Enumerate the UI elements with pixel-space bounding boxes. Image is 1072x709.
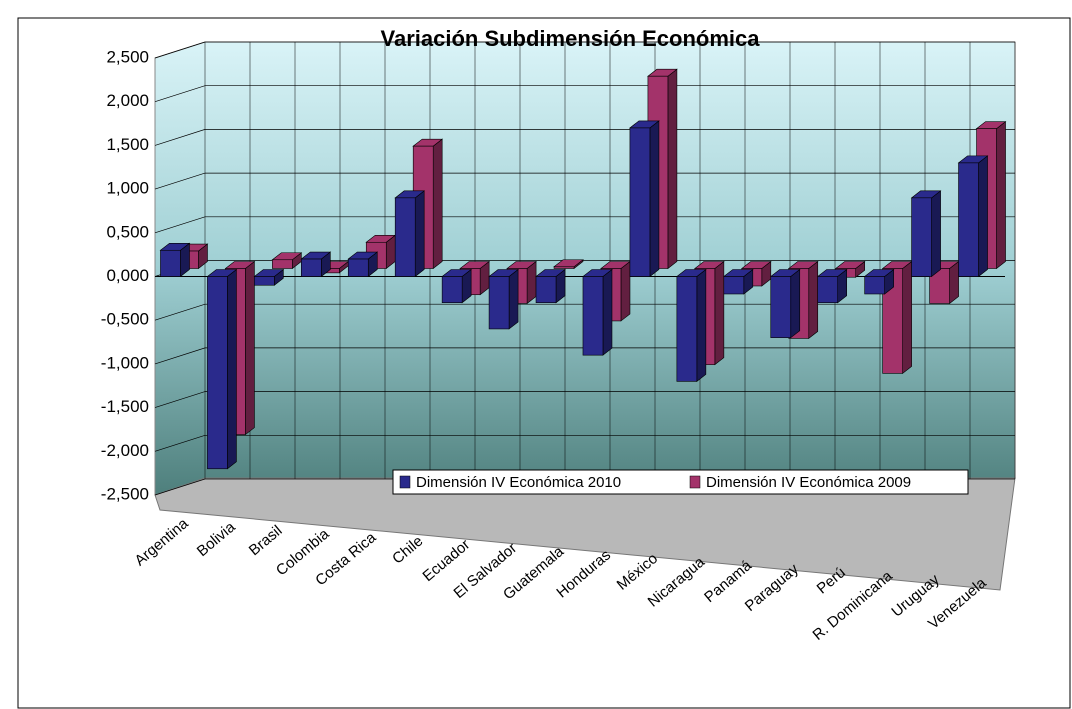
bar bbox=[488, 276, 510, 330]
y-tick-label: 0,000 bbox=[106, 266, 149, 285]
bar-side bbox=[714, 260, 725, 366]
bar bbox=[347, 258, 369, 277]
frame bbox=[17, 17, 1071, 709]
bar-side bbox=[978, 155, 988, 278]
bar-side bbox=[649, 120, 660, 278]
legend-box bbox=[392, 469, 969, 495]
bar bbox=[911, 197, 932, 277]
legend-label: Dimensión IV Económica 2010 bbox=[416, 474, 621, 491]
bar bbox=[676, 276, 698, 382]
bar-side bbox=[996, 121, 1006, 270]
y-tick-label: -2,000 bbox=[101, 441, 149, 460]
chart-title: Variación Subdimensión Económica bbox=[381, 26, 761, 51]
bar bbox=[394, 197, 416, 277]
bar bbox=[958, 162, 979, 277]
y-tick-label: -2,500 bbox=[101, 484, 149, 503]
bar-side bbox=[696, 268, 707, 382]
bar-side bbox=[902, 260, 912, 374]
bar-side bbox=[808, 260, 819, 340]
y-tick-label: -0,500 bbox=[101, 310, 149, 329]
y-tick-label: -1,500 bbox=[101, 397, 149, 416]
y-tick-label: 1,500 bbox=[106, 135, 149, 154]
bar-side bbox=[245, 260, 255, 436]
bar bbox=[535, 276, 557, 304]
y-tick-label: 1,000 bbox=[106, 179, 149, 198]
bar bbox=[207, 276, 228, 470]
bar bbox=[629, 127, 651, 277]
x-tick-label: Brasil bbox=[246, 522, 286, 559]
bar bbox=[441, 276, 463, 304]
bar bbox=[553, 266, 575, 269]
x-tick-label: Chile bbox=[389, 533, 426, 568]
bar bbox=[723, 276, 745, 295]
legend-swatch bbox=[689, 475, 701, 489]
bar bbox=[301, 258, 322, 277]
y-tick-label: -1,000 bbox=[101, 353, 149, 372]
bar-side bbox=[602, 268, 613, 356]
x-tick-label: Bolivia bbox=[194, 518, 239, 560]
bar bbox=[254, 276, 275, 286]
bar bbox=[582, 276, 604, 356]
bar bbox=[864, 276, 885, 295]
bar-side bbox=[414, 190, 425, 278]
bar-side bbox=[432, 138, 443, 270]
bar-side bbox=[790, 268, 801, 339]
bar-side bbox=[620, 260, 631, 322]
bar-side bbox=[227, 268, 237, 470]
legend-label: Dimensión IV Económica 2009 bbox=[706, 474, 911, 491]
bar bbox=[272, 259, 293, 269]
x-tick-label: Argentina bbox=[131, 515, 192, 570]
y-tick-label: 2,000 bbox=[106, 91, 149, 110]
bar bbox=[770, 276, 792, 338]
legend: Dimensión IV Económica 2010 Dimensión IV … bbox=[392, 469, 969, 495]
bar-side bbox=[667, 68, 678, 270]
floor bbox=[154, 477, 1016, 591]
y-tick-label: 0,500 bbox=[106, 222, 149, 241]
bar-side bbox=[931, 190, 941, 278]
y-tick-label: 2,500 bbox=[106, 47, 149, 66]
bar bbox=[160, 249, 181, 277]
bar bbox=[882, 268, 903, 374]
bar bbox=[817, 276, 838, 304]
bar-side bbox=[508, 268, 519, 330]
legend-swatch bbox=[399, 475, 411, 489]
x-tick-label: México bbox=[614, 550, 661, 594]
